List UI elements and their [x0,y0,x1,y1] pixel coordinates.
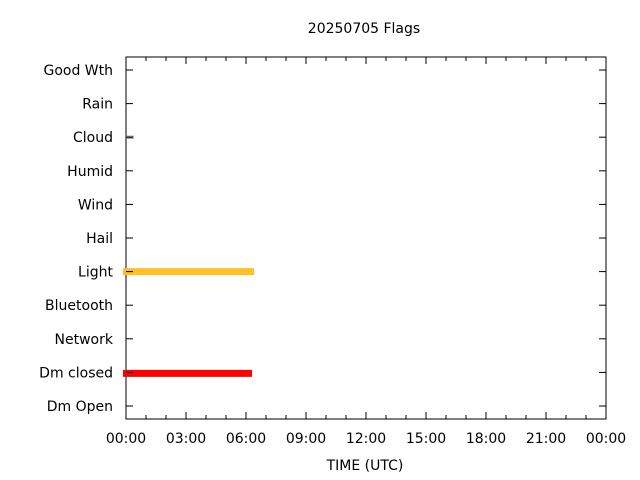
x-tick-label: 15:00 [406,431,446,447]
x-tick-label: 18:00 [466,431,506,447]
category-label: Humid [67,164,113,180]
x-axis-label: TIME (UTC) [326,458,404,474]
category-label: Dm closed [39,365,113,381]
bars-layer [123,135,254,377]
plot-frame [125,56,607,420]
category-label: Cloud [73,130,113,146]
category-label: Light [78,265,113,281]
x-axis-ticks: 00:00 03:00 06:00 09:00 12:00 15:00 18:00 21:00… [106,57,626,447]
category-label: Wind [78,197,113,213]
x-tick-label: 06:00 [226,431,266,447]
category-label: Hail [86,231,113,247]
x-tick-label: 09:00 [286,431,326,447]
category-label: Rain [82,97,113,113]
category-label: Good Wth [43,63,113,79]
category-label: Bluetooth [45,298,113,314]
x-tick-label: 00:00 [106,431,146,447]
category-label: Network [55,332,114,348]
chart-title: 20250705 Flags [308,21,420,37]
x-tick-label: 03:00 [166,431,206,447]
category-labels: Good Wth Rain Cloud Humid Wind Hail Light Bluet… [39,63,606,415]
x-tick-label: 00:00 [586,431,626,447]
x-tick-label: 21:00 [526,431,566,447]
category-label: Dm Open [47,399,113,415]
x-tick-label: 12:00 [346,431,386,447]
